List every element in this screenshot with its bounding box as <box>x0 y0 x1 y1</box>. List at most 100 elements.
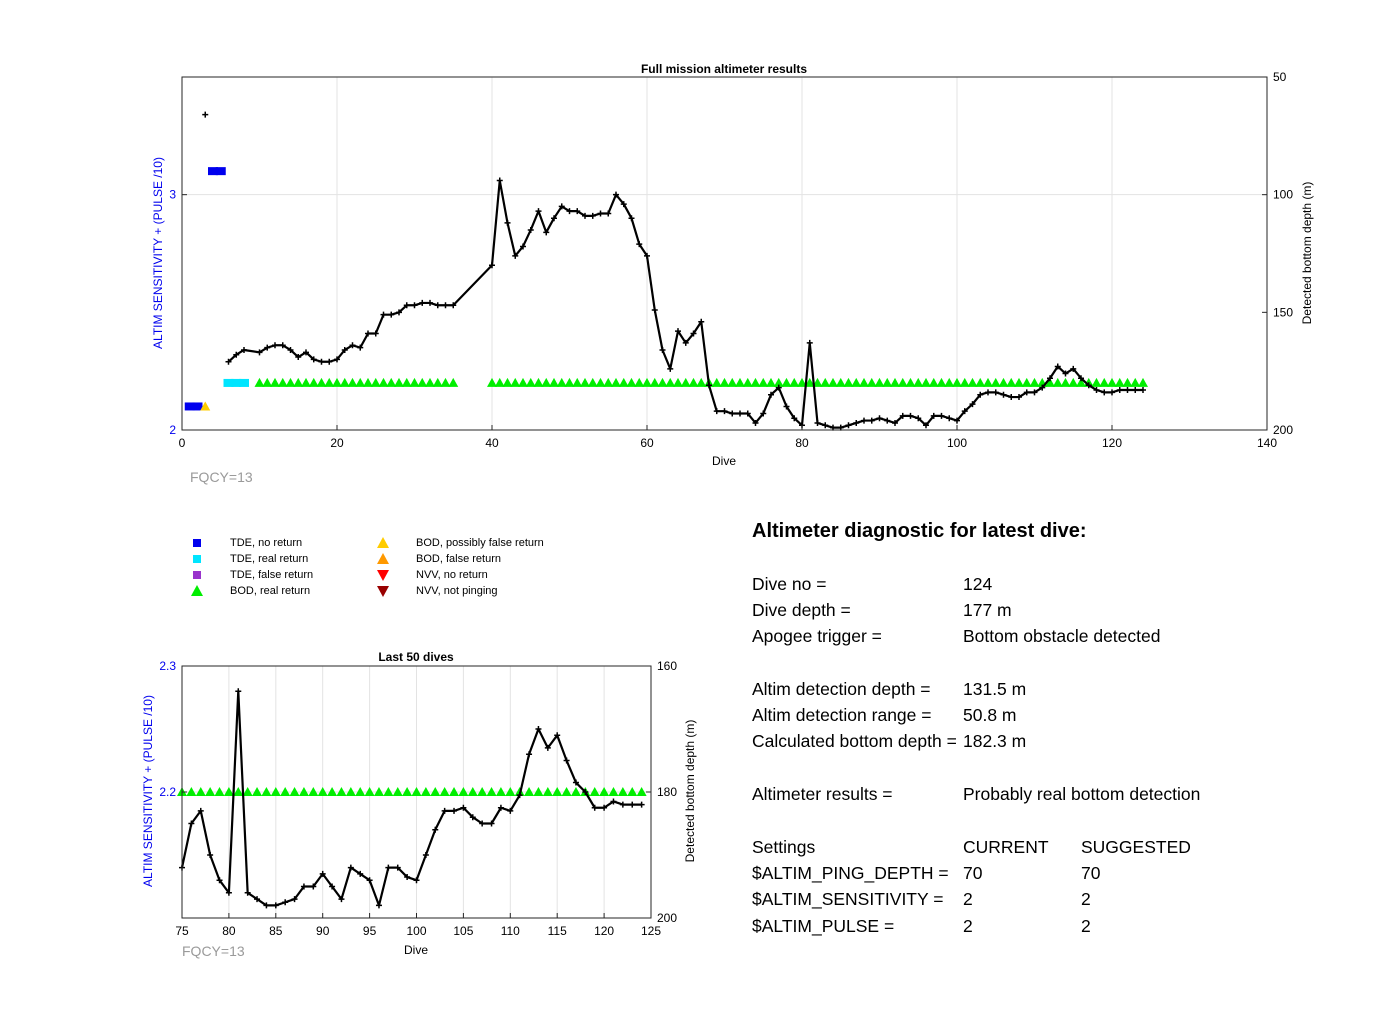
depth-point <box>591 804 598 811</box>
top-chart-grid <box>182 77 1267 430</box>
triangle-marker <box>556 377 567 387</box>
triangle-marker <box>967 377 978 387</box>
calculated-bottom-depth-value: 182.3 m <box>963 731 1027 752</box>
depth-point <box>427 299 433 306</box>
y-right-tick-label: 180 <box>657 785 677 799</box>
square-marker <box>192 402 203 411</box>
depth-point <box>347 864 354 871</box>
x-tick-label: 95 <box>363 924 377 938</box>
triangle-marker <box>564 377 575 387</box>
triangle-marker <box>1060 377 1071 387</box>
triangle-down-marker-icon <box>376 568 390 582</box>
depth-point <box>318 358 325 365</box>
altim-detection-range-label: Altim detection range = <box>752 705 932 726</box>
triangle-marker <box>570 787 581 796</box>
depth-point <box>422 852 429 858</box>
triangle-marker <box>494 377 505 387</box>
triangle-marker <box>851 377 862 387</box>
depth-point <box>434 302 441 309</box>
depth-point <box>372 330 379 337</box>
triangle-marker <box>719 377 730 387</box>
legend-label: TDE, no return <box>230 537 303 549</box>
triangle-marker <box>561 787 572 796</box>
depth-point <box>1023 389 1030 396</box>
x-tick-label: 60 <box>640 436 654 450</box>
depth-point <box>636 241 643 248</box>
triangle-marker <box>383 787 394 796</box>
sensitivity-current: 2 <box>963 889 973 910</box>
x-tick-label: 140 <box>1257 436 1277 450</box>
depth-point <box>1085 382 1092 389</box>
depth-point <box>675 328 681 335</box>
triangle-marker <box>394 377 404 387</box>
depth-point <box>853 419 860 426</box>
triangle-marker <box>789 377 800 387</box>
triangle-marker <box>420 787 431 796</box>
depth-point <box>272 902 279 909</box>
depth-point <box>329 883 336 890</box>
depth-point <box>601 804 608 811</box>
depth-point <box>303 349 309 356</box>
legend-item: TDE, no return <box>190 536 302 550</box>
depth-point <box>566 208 573 215</box>
depth-point <box>357 870 364 877</box>
depth-point <box>1124 386 1131 393</box>
triangle-marker <box>458 787 469 796</box>
triangle-marker <box>1076 377 1086 387</box>
depth-point <box>349 342 356 349</box>
triangle-marker <box>252 787 263 796</box>
triangle-marker <box>402 787 413 796</box>
depth-point <box>752 419 759 426</box>
depth-point <box>338 896 345 903</box>
triangle-marker <box>533 377 544 387</box>
depth-point <box>659 346 666 353</box>
x-tick-label: 75 <box>175 924 189 938</box>
triangle-marker <box>186 787 197 796</box>
depth-point <box>295 354 302 361</box>
top-chart-frame <box>181 76 1268 431</box>
depth-point <box>915 415 922 422</box>
triangle-marker <box>680 377 691 387</box>
triangle-marker <box>983 377 993 387</box>
depth-point <box>413 877 420 884</box>
depth-point <box>535 726 542 732</box>
triangle-marker <box>317 787 328 796</box>
depth-point <box>504 219 511 226</box>
depth-point <box>451 807 458 814</box>
depth-point <box>516 792 523 799</box>
triangle-marker <box>572 377 583 387</box>
depth-point <box>385 864 392 871</box>
triangle-marker <box>608 787 619 796</box>
triangle-marker <box>449 787 460 796</box>
triangle-up-marker-icon <box>376 536 390 550</box>
calculated-bottom-depth-label: Calculated bottom depth = <box>752 731 957 752</box>
depth-point <box>419 299 426 306</box>
triangle-marker <box>820 377 831 387</box>
legend-item: NVV, no return <box>376 568 488 582</box>
depth-point <box>1093 386 1100 393</box>
depth-point <box>628 215 635 222</box>
depth-point <box>783 403 790 410</box>
triangle-marker <box>386 377 397 387</box>
triangle-marker <box>634 377 645 387</box>
depth-point <box>202 111 209 118</box>
triangle-marker <box>370 377 381 387</box>
altimeter-results-row: Altimeter results = Probably real bottom… <box>752 781 1312 807</box>
triangle-marker <box>308 377 319 387</box>
triangle-marker <box>432 377 443 387</box>
depth-point <box>544 744 551 751</box>
top-chart-ylabel: ALTIM SENSITIVITY + (PULSE /10) <box>151 157 165 349</box>
triangle-marker <box>301 377 311 387</box>
sensitivity-label: $ALTIM_SENSITIVITY = <box>752 889 944 910</box>
depth-point <box>706 382 712 389</box>
triangle-marker <box>797 377 807 387</box>
legend-label: NVV, not pinging <box>416 585 498 597</box>
depth-point <box>334 356 340 363</box>
triangle-marker <box>242 787 253 796</box>
depth-point <box>760 410 767 417</box>
depth-point <box>1008 394 1015 401</box>
depth-point <box>244 889 251 896</box>
bottom-chart-ylabel: ALTIM SENSITIVITY + (PULSE /10) <box>141 695 155 887</box>
legend-label: BOD, real return <box>230 585 311 597</box>
triangle-marker <box>205 787 216 796</box>
